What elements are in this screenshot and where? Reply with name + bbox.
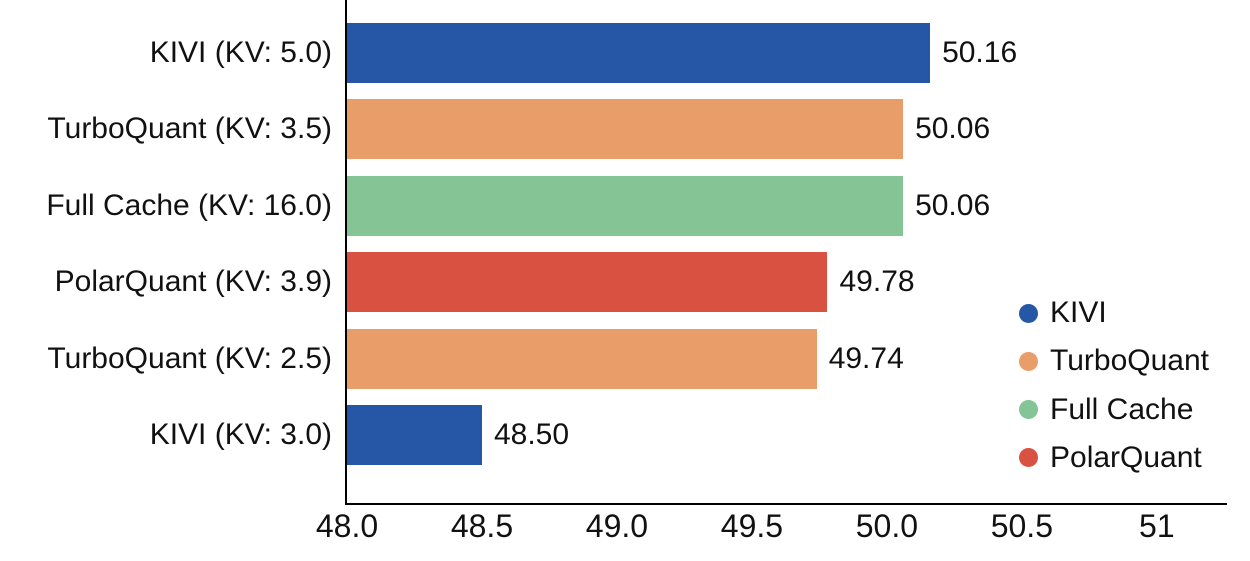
x-tick-49.0: 49.0: [585, 508, 649, 544]
plot-area: 50.16 50.06 50.06 49.78 49.74 48.50: [345, 0, 1227, 505]
x-tick-50.5: 50.5: [990, 508, 1053, 544]
category-label-kivi-kv-3-0: KIVI (KV: 3.0): [149, 418, 332, 451]
legend-dot-icon: [1019, 400, 1038, 420]
category-label-full-cache-kv-16-0: Full Cache (KV: 16.0): [46, 188, 332, 222]
legend-item-kivi: KIVI: [1019, 296, 1107, 330]
bar-polarquant-kv-3-9: [347, 252, 828, 313]
x-tick-50.0: 50.0: [855, 508, 919, 544]
legend-dot-icon: [1019, 448, 1038, 468]
bar-value-label-turboquant-kv-3-5: 50.06: [915, 112, 991, 146]
bar-value-label-turboquant-kv-2-5: 49.74: [828, 341, 904, 375]
category-label-turboquant-kv-3-5: TurboQuant (KV: 3.5): [47, 112, 332, 146]
legend-dot-icon: [1019, 351, 1038, 371]
bar-turboquant-kv-2-5: [347, 328, 817, 389]
legend-label: TurboQuant: [1050, 344, 1209, 378]
legend-item-turboquant: TurboQuant: [1019, 344, 1209, 378]
legend-item-full-cache: Full Cache: [1019, 393, 1193, 427]
bar-value-label-polarquant-kv-3-9: 49.78: [839, 265, 915, 299]
x-tick-51: 51: [1139, 508, 1175, 544]
category-label-turboquant-kv-2-5: TurboQuant (KV: 2.5): [47, 341, 332, 375]
bar-kivi-kv-5-0: [347, 23, 931, 83]
x-tick-48.5: 48.5: [450, 508, 514, 544]
bar-full-cache-kv-16-0: [347, 175, 904, 236]
category-label-polarquant-kv-3-9: PolarQuant (KV: 3.9): [54, 265, 332, 299]
bar-turboquant-kv-3-5: [347, 99, 904, 160]
x-tick-49.5: 49.5: [720, 508, 784, 544]
bar-value-label-kivi-kv-5-0: 50.16: [942, 36, 1018, 69]
bar-kivi-kv-3-0: [347, 405, 482, 465]
x-tick-48.0: 48.0: [315, 508, 379, 544]
legend-item-polarquant: PolarQuant: [1019, 441, 1202, 475]
bar-value-label-full-cache-kv-16-0: 50.06: [915, 188, 991, 222]
legend-dot-icon: [1019, 303, 1038, 323]
y-axis-category-labels: KIVI (KV: 5.0) TurboQuant (KV: 3.5) Full C…: [0, 0, 332, 503]
legend-label: KIVI: [1050, 296, 1107, 329]
legend-label: Full Cache: [1050, 392, 1194, 426]
legend-label: PolarQuant: [1050, 440, 1202, 474]
category-label-kivi-kv-5-0: KIVI (KV: 5.0): [149, 36, 332, 69]
bar-value-label-kivi-kv-3-0: 48.50: [493, 418, 570, 451]
